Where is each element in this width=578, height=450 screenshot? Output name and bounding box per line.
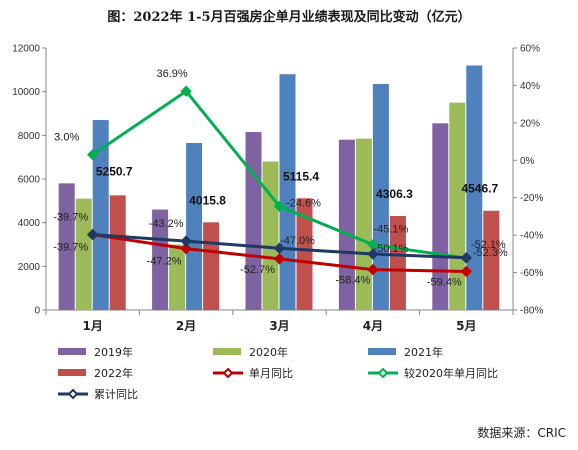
bar-2019年 — [432, 123, 449, 310]
legend-label: 较2020年单月同比 — [404, 366, 498, 380]
legend-label: 累计同比 — [94, 388, 138, 401]
data-source: 数据来源：CRIC — [477, 426, 566, 440]
line-value-label: -47.0% — [280, 235, 315, 247]
line-value-label: -59.4% — [427, 276, 462, 288]
legend-swatch — [213, 348, 241, 355]
line-value-label: -39.7% — [53, 242, 88, 254]
right-tick-label: -60% — [520, 268, 543, 279]
bar-2021年 — [466, 65, 483, 310]
x-category-label: 5月 — [456, 319, 476, 333]
line-value-label: -52.1% — [471, 239, 506, 251]
bar-2021年 — [279, 74, 296, 310]
x-category-label: 4月 — [363, 319, 383, 333]
bar-2019年 — [58, 183, 75, 310]
left-tick-label: 4000 — [18, 218, 41, 229]
line-marker — [367, 248, 379, 260]
legend-label: 2020年 — [249, 345, 288, 359]
legend-marker — [67, 388, 79, 400]
bar-value-label: 4015.8 — [189, 193, 226, 207]
bar-2019年 — [245, 132, 262, 310]
line-value-label: -39.7% — [53, 212, 88, 224]
line-marker — [273, 253, 286, 265]
line-marker — [367, 263, 379, 276]
right-tick-label: 0% — [520, 156, 535, 167]
bar-2021年 — [186, 142, 203, 310]
line-marker — [180, 85, 192, 97]
right-tick-label: 20% — [520, 118, 540, 129]
x-category-label: 1月 — [83, 319, 103, 333]
line-value-label: -47.2% — [147, 256, 182, 268]
legend-label: 2022年 — [94, 366, 133, 380]
x-category-label: 2月 — [176, 319, 196, 333]
line-marker — [460, 265, 473, 278]
right-tick-label: -80% — [520, 306, 543, 317]
x-category-label: 3月 — [269, 319, 289, 333]
line-value-label: 36.9% — [156, 68, 187, 80]
line-marker — [180, 242, 192, 255]
bar-value-label: 5115.4 — [283, 169, 319, 183]
line-marker — [273, 200, 286, 213]
left-tick-label: 12000 — [12, 44, 40, 55]
right-tick-label: -40% — [520, 231, 543, 242]
legend-label: 2021年 — [404, 345, 443, 359]
line-value-label: -24.6% — [286, 197, 321, 209]
bar-2020年 — [262, 161, 279, 310]
right-tick-label: 40% — [520, 81, 540, 92]
line-value-label: -43.2% — [149, 218, 184, 230]
legend-label: 单月同比 — [249, 367, 293, 380]
bar-value-label: 4306.3 — [376, 187, 413, 201]
line-marker — [86, 148, 99, 161]
bar-2022年 — [483, 210, 500, 310]
bar-2020年 — [75, 198, 92, 310]
line-value-label: -52.7% — [240, 264, 275, 276]
line-marker — [86, 228, 99, 241]
line-value-label: 3.0% — [54, 132, 79, 144]
bar-2021年 — [92, 120, 109, 310]
legend-swatch — [58, 348, 86, 355]
legend-swatch — [58, 369, 86, 376]
left-tick-label: 0 — [34, 306, 40, 317]
bar-2022年 — [296, 198, 313, 310]
bar-value-label: 4546.7 — [461, 182, 498, 196]
legend-marker — [377, 367, 389, 379]
bar-value-label: 5250.7 — [96, 164, 133, 178]
left-tick-label: 6000 — [18, 175, 41, 186]
line-value-label: -45.1% — [373, 224, 408, 236]
left-tick-label: 10000 — [12, 87, 40, 98]
legend-marker — [222, 367, 234, 379]
bar-2019年 — [152, 209, 169, 310]
bar-2020年 — [169, 244, 186, 310]
line-marker — [180, 235, 192, 247]
chart-title: 图：2022年 1-5月百强房企单月业绩表现及同比变动（亿元） — [107, 10, 471, 25]
right-tick-label: 60% — [520, 44, 540, 55]
legend-label: 2019年 — [94, 345, 133, 359]
legend-swatch — [368, 348, 396, 355]
line-value-label: -50.1% — [373, 243, 408, 255]
left-tick-label: 8000 — [18, 131, 41, 142]
bar-2022年 — [389, 215, 406, 310]
left-tick-label: 2000 — [18, 262, 41, 273]
right-tick-label: -20% — [520, 193, 543, 204]
bar-2022年 — [109, 195, 126, 310]
line-marker — [460, 252, 473, 264]
line-marker — [273, 242, 286, 254]
bar-2022年 — [203, 222, 220, 310]
line-value-label: -58.4% — [335, 275, 370, 287]
line-value-label: -52.3% — [473, 247, 508, 259]
